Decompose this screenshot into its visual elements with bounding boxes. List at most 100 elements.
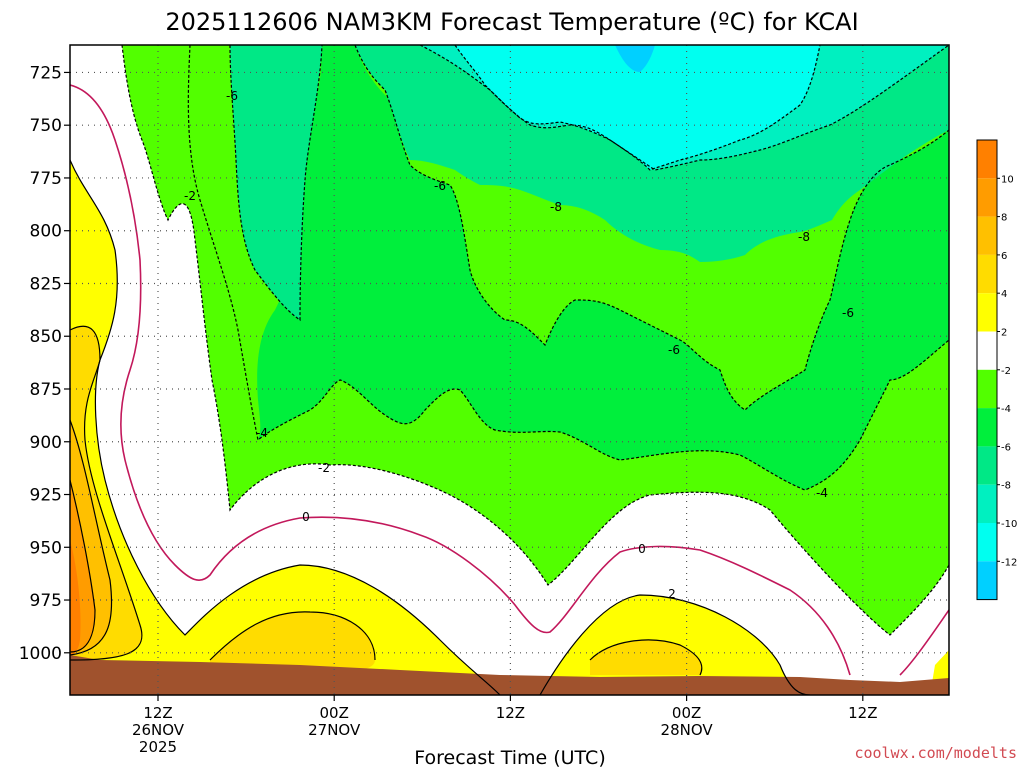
fill-4-to-6-right: [590, 640, 702, 675]
contour-label: -6: [668, 343, 680, 357]
contour-label: -6: [226, 89, 238, 103]
x-tick-label: 12Z: [496, 704, 525, 722]
contour-label: -6: [434, 179, 446, 193]
colorbar-label: 10: [1001, 174, 1014, 185]
negative-contours: [121, 45, 949, 636]
y-tick-label: 875: [30, 380, 62, 400]
vertical-gridlines: [157, 45, 864, 695]
contour-label-text: -4: [816, 486, 828, 500]
fill-minus6-to-minus8: [230, 45, 322, 320]
contour-2-right: [539, 594, 811, 695]
colorbar-bin: [977, 446, 997, 485]
contour-label-text: -6: [226, 89, 238, 103]
colorbar-label: -2: [1001, 366, 1011, 377]
x-tick-label: 26NOV: [132, 721, 185, 739]
colorbar-bin: [977, 408, 997, 447]
colorbar-bin: [977, 369, 997, 409]
colorbar-label: 4: [1001, 289, 1007, 300]
fill-minus2-to-2: [70, 45, 949, 695]
contour-2: [70, 159, 501, 695]
y-tick-label: 1000: [19, 644, 62, 664]
contour-label-text: 0: [302, 510, 310, 524]
contour-label: -8: [798, 230, 810, 244]
contour-label-text: -6: [842, 306, 854, 320]
positive-contours: [70, 159, 811, 695]
plot-frame: [69, 44, 950, 696]
colorbar-label: 6: [1001, 251, 1007, 262]
y-tick-label: 775: [30, 169, 62, 189]
y-tick-label: 950: [30, 538, 62, 558]
colorbar-bin: [977, 216, 997, 255]
contour-label: -8: [550, 200, 562, 214]
x-axis-label: Forecast Time (UTC): [414, 747, 605, 768]
colorbar-bin: [977, 178, 997, 217]
contour-label-text: -4: [256, 426, 268, 440]
contour-label-text: -6: [668, 343, 680, 357]
colorbar-label: 2: [1001, 328, 1007, 339]
y-tick-label: 900: [30, 433, 62, 453]
ground-fill: [70, 655, 949, 695]
contour-6: [70, 419, 113, 656]
colorbar-label: -12: [1001, 557, 1017, 568]
contour-8: [70, 479, 96, 653]
contour-label-text: -8: [798, 230, 810, 244]
contour-label-text: -6: [434, 179, 446, 193]
contour-0-left: [70, 84, 851, 676]
y-tick-label: 925: [30, 486, 62, 506]
x-tick-label: 12Z: [848, 704, 877, 722]
credit-text: coolwx.com/modelts: [854, 744, 1017, 762]
y-tick-label: 850: [30, 327, 62, 347]
colorbar-label: 8: [1001, 213, 1007, 224]
contour-minus6-main: [354, 45, 949, 411]
colorbar-bin: [977, 523, 997, 562]
contour-4: [70, 325, 143, 661]
x-tick-label: 27NOV: [308, 721, 361, 739]
contour-label-text: 0: [638, 542, 646, 556]
contour-label: -4: [816, 486, 828, 500]
plot-area: -6 -2 -6 -8 -8 -6 -6 -4 -2 -4 0 0 2: [70, 45, 949, 695]
contour-label: -6: [842, 306, 854, 320]
contour-minus6-left: [229, 45, 323, 322]
colorbar: 10 8 6 4 2 -2 -4 -6 -8 -10 -12: [976, 139, 1017, 601]
zero-contours: [70, 84, 949, 676]
fill-10-to-12: [70, 540, 81, 655]
contour-4-right: [589, 639, 703, 676]
fill-minus4-to-minus6: [190, 45, 949, 490]
contour-4-mid: [209, 611, 376, 661]
x-tick-label: 2025: [139, 738, 177, 756]
colorbar-label: -6: [1001, 442, 1011, 453]
y-axis: 725 750 775 800 825 850 875 900 925 950 975 1000: [19, 63, 70, 664]
colorbar-bin: [977, 484, 997, 523]
contour-label-text: 2: [668, 587, 676, 601]
colorbar-bin: [977, 254, 997, 294]
contour-label-text: -2: [184, 189, 196, 203]
colorbar-bin: [977, 331, 997, 370]
contour-label-text: -8: [550, 200, 562, 214]
colorbar-bin: [977, 140, 997, 179]
colorbar-label: -4: [1001, 404, 1011, 415]
x-tick-label: 00Z: [320, 704, 349, 722]
contour-minus2: [121, 45, 949, 636]
contour-0-right: [899, 609, 949, 676]
contour-label: -2: [318, 461, 330, 475]
contour-label: 2: [668, 587, 676, 601]
contour-minus10: [454, 45, 821, 171]
x-tick-label: 00Z: [672, 704, 701, 722]
y-tick-label: 725: [30, 63, 62, 83]
x-tick-label: 12Z: [143, 704, 172, 722]
x-tick-label: 28NOV: [661, 721, 714, 739]
horizontal-gridlines: [70, 71, 949, 654]
contour-label: 0: [302, 510, 310, 524]
colorbar-bin: [977, 561, 997, 600]
fill-minus10-to-minus12: [455, 45, 820, 170]
y-tick-label: 800: [30, 222, 62, 242]
contour-label: -2: [184, 189, 196, 203]
contour-label: 0: [638, 542, 646, 556]
y-tick-label: 750: [30, 116, 62, 136]
y-tick-label: 825: [30, 274, 62, 294]
colorbar-label: -10: [1001, 519, 1017, 530]
colorbar-label: -8: [1001, 481, 1011, 492]
contour-labels: -6 -2 -6 -8 -8 -6 -6 -4 -2 -4 0 0 2: [184, 89, 854, 601]
colorbar-bin: [977, 293, 997, 332]
